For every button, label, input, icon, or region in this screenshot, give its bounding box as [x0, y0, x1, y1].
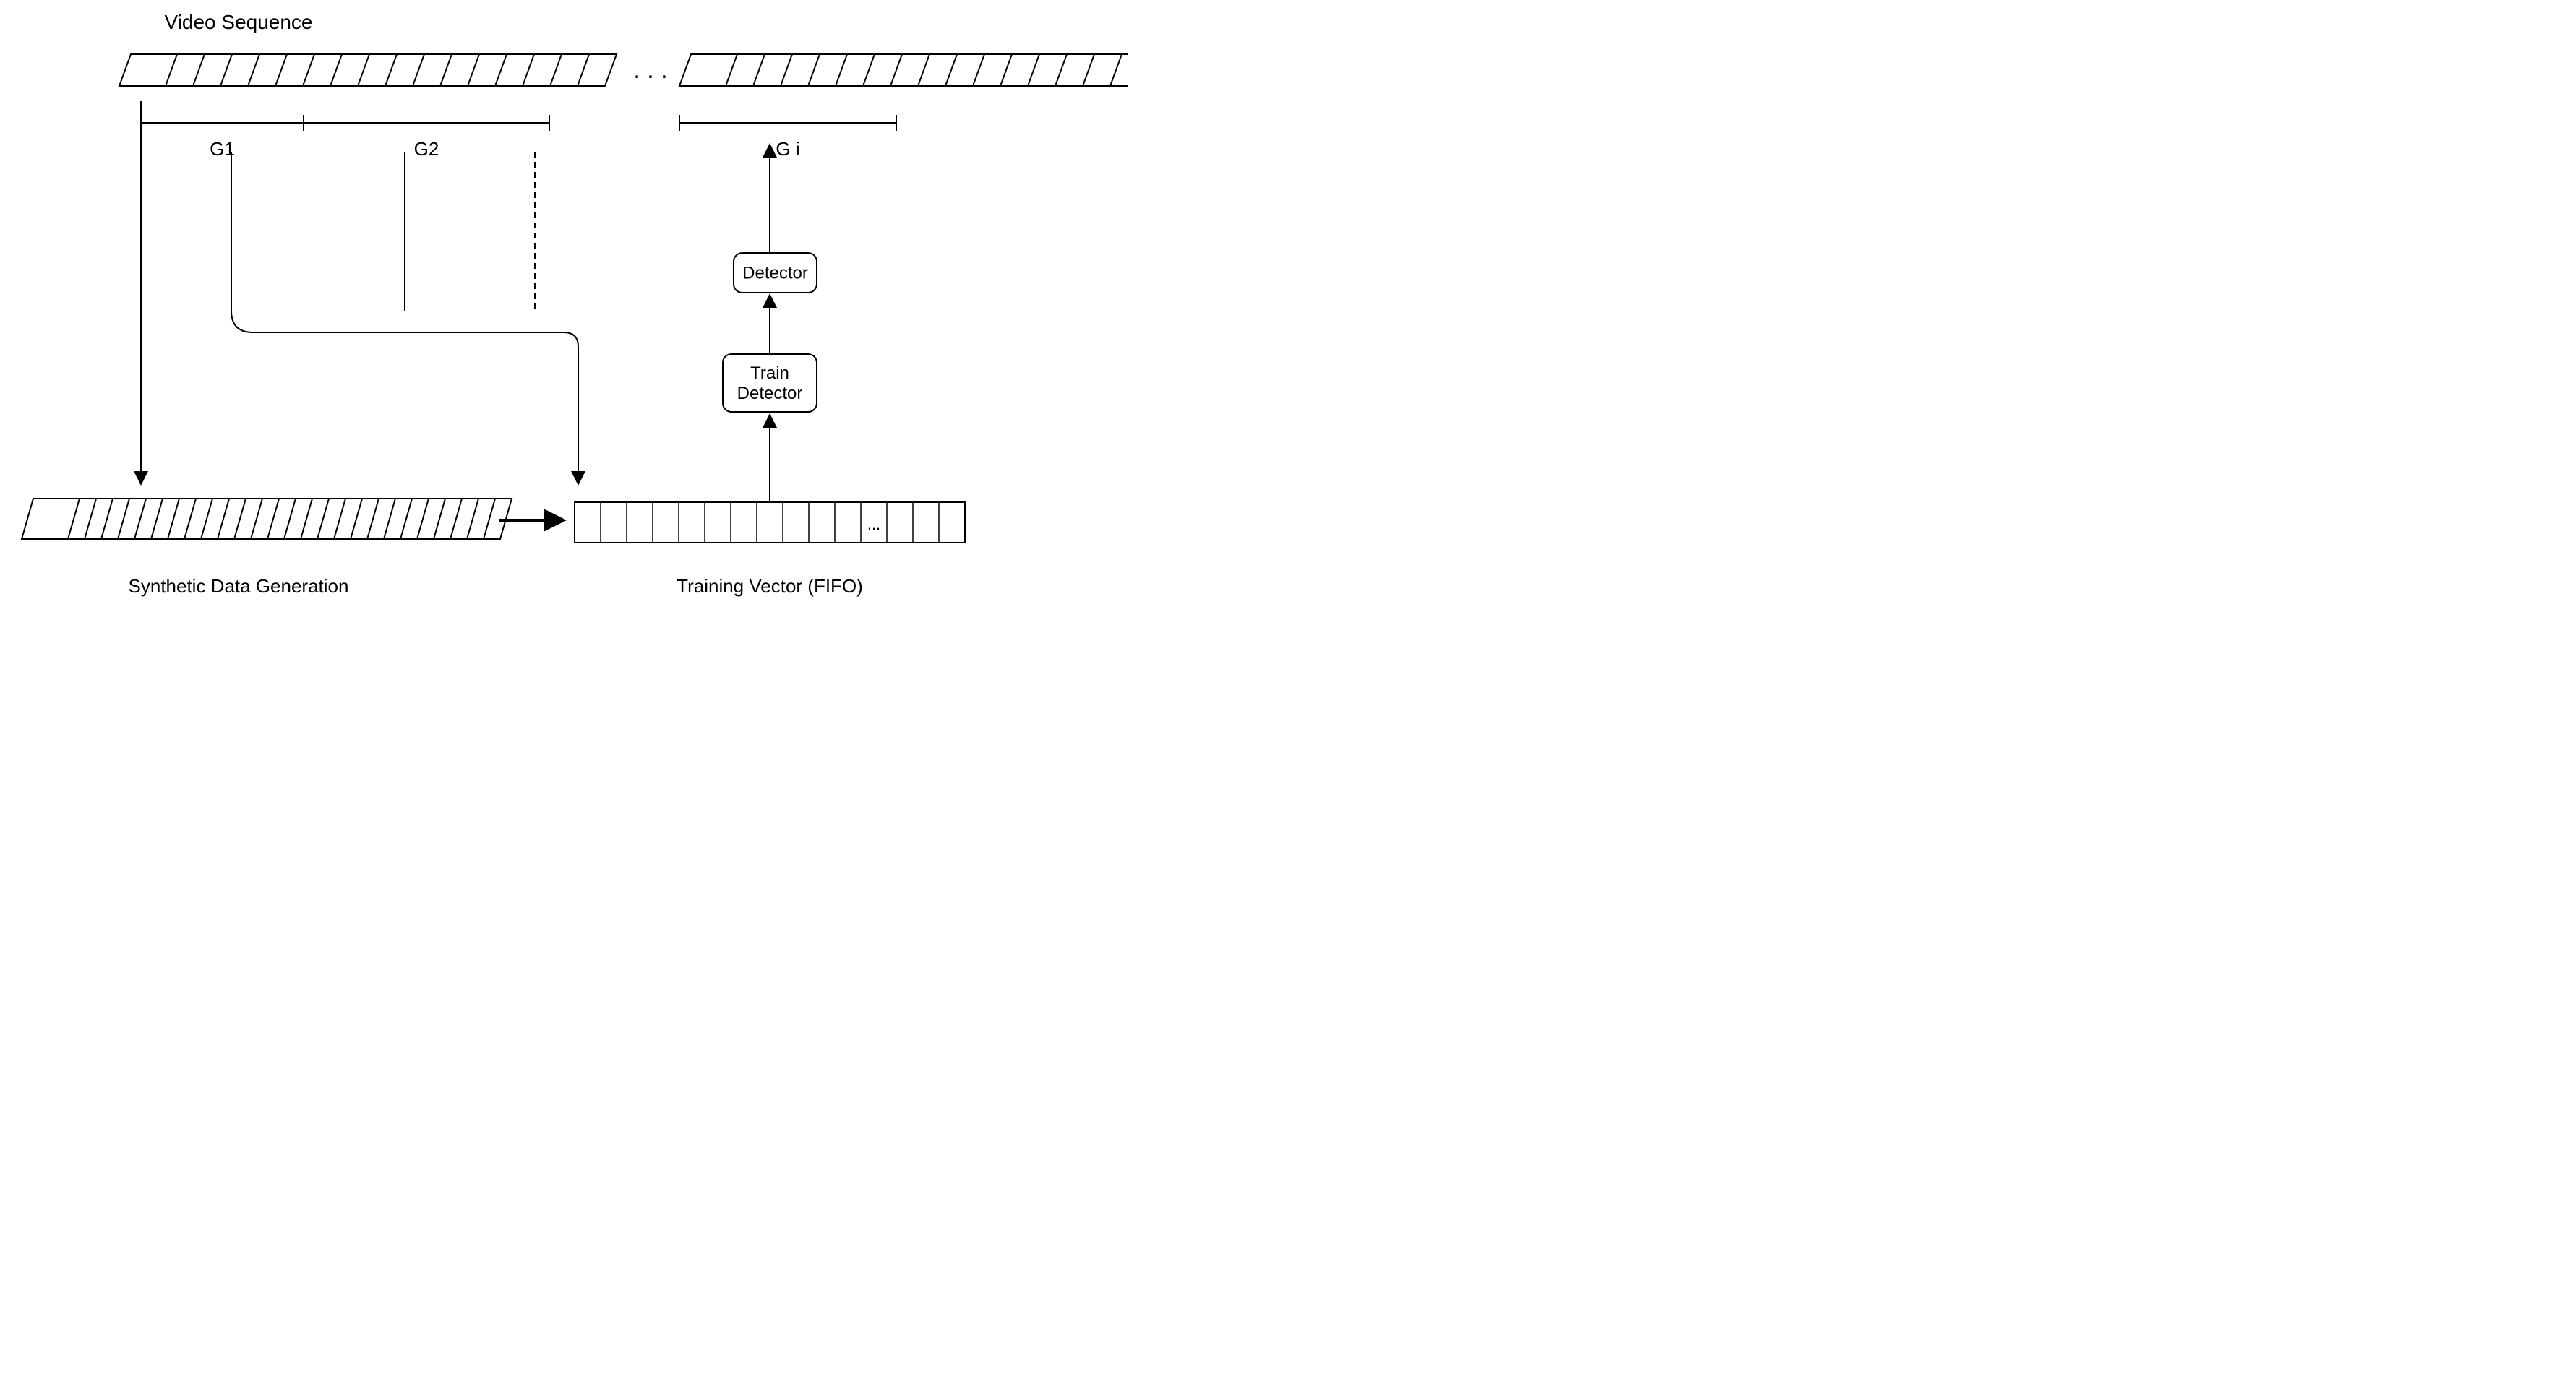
train-detector-label-1: Train [750, 363, 789, 383]
group-merge-connector [231, 311, 578, 484]
fifo-label: Training Vector (FIFO) [677, 575, 863, 597]
ellipsis-top: . . . [633, 56, 667, 84]
train-detector-label-2: Detector [737, 384, 803, 403]
gi-label: G i [776, 138, 799, 160]
fifo-vector: ... [575, 502, 965, 543]
synthetic-label: Synthetic Data Generation [129, 575, 349, 597]
train-detector-node [723, 354, 817, 412]
title-label: Video Sequence [165, 11, 313, 33]
detector-label: Detector [742, 264, 808, 283]
g2-label: G2 [414, 138, 439, 160]
fifo-ellipsis: ... [867, 515, 880, 533]
